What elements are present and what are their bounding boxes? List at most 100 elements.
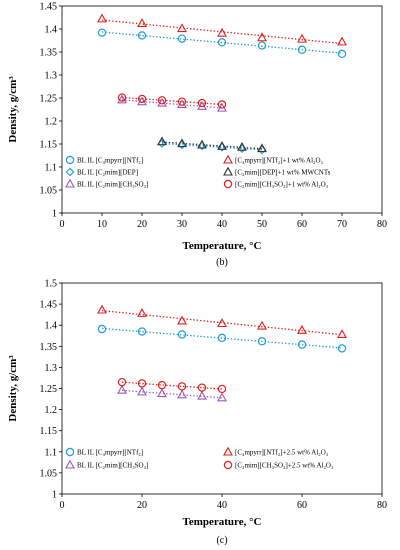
y-tick-label: 1.2 — [45, 117, 58, 128]
y-tick-label: 1.45 — [40, 2, 58, 13]
data-point — [217, 38, 227, 47]
legend-label: [C₂mim][DEP]+1 wt% MWCNTs — [235, 169, 331, 177]
data-point — [197, 139, 207, 149]
data-point — [297, 324, 307, 334]
legend-label: [C₄mpyrr][NTf₂]+1 wt% Al₂O₃ — [235, 157, 324, 165]
data-point — [337, 329, 347, 339]
data-point — [237, 141, 247, 151]
y-tick-label: 1.45 — [40, 300, 58, 311]
x-axis-title: Temperature, °C — [183, 516, 262, 528]
data-point — [97, 324, 107, 334]
data-point — [217, 318, 227, 328]
legend-entry: [C₄mpyrr][NTf₂]+2.5 wt% Al₂O₃ — [223, 446, 329, 457]
data-point — [257, 320, 267, 330]
x-tick-label: 70 — [337, 219, 347, 230]
data-point — [257, 337, 267, 346]
panel-label: (c) — [216, 535, 227, 546]
data-point — [337, 36, 347, 46]
legend-marker — [223, 460, 233, 470]
x-tick-label: 0 — [60, 219, 65, 230]
chart-panel: 0 20 40 60 80 1 1.05 1.1 1.15 1.2 1.25 1.3 1.35 1.4 1.… — [7, 279, 387, 547]
y-tick-label: 1 — [52, 490, 57, 501]
y-tick-label: 1.1 — [45, 163, 58, 174]
legend-label: BL IL [C₂mim][CH₃SO₃] — [77, 181, 148, 189]
panel-label: (b) — [216, 257, 228, 268]
legend-marker — [65, 155, 75, 165]
data-series — [117, 384, 227, 402]
legend-entry: [C₂mim][CH₃SO₃]+2.5 wt% Al₂O₃ — [223, 460, 334, 470]
data-point — [137, 96, 147, 106]
x-tick-label: 0 — [60, 500, 65, 511]
legend-label: BL IL [C₄mpyrr][NTf₂] — [77, 449, 143, 457]
data-point — [217, 333, 227, 343]
data-series — [117, 93, 227, 109]
legend-marker — [223, 446, 233, 456]
legend-label: [C₂mim][CH₃SO₃]+2.5 wt% Al₂O₃ — [235, 462, 334, 470]
data-point — [97, 28, 107, 37]
data-point — [297, 33, 307, 43]
y-axis-title: Density, g/cm³ — [7, 355, 19, 422]
data-series — [97, 13, 347, 46]
data-point — [117, 93, 127, 102]
x-tick-label: 80 — [377, 219, 387, 230]
legend-label: BL IL [C₂mim][CH₃SO₃] — [77, 462, 148, 470]
data-point — [217, 384, 227, 394]
data-point — [137, 31, 147, 40]
data-point — [177, 382, 187, 391]
legend-entry: BL IL [C₄mpyrr][NTf₂] — [65, 447, 143, 457]
data-point — [217, 392, 227, 402]
legend-label: [C₂mim][CH₃SO₃]+1 wt% Al₂O₃ — [235, 181, 329, 189]
data-point — [297, 340, 307, 349]
data-point — [177, 315, 187, 325]
data-point — [137, 386, 147, 396]
data-point — [337, 344, 347, 353]
data-point — [157, 136, 167, 146]
y-tick-label: 1.2 — [45, 405, 58, 416]
data-point — [117, 384, 127, 394]
data-point — [177, 138, 187, 148]
legend-entry: BL IL [C₂mim][CH₃SO₃] — [65, 178, 148, 189]
x-tick-label: 20 — [137, 219, 147, 230]
data-series — [117, 377, 227, 394]
data-point — [197, 98, 207, 108]
legend-label: BL IL [C₄mpyrr][NTf₂] — [77, 157, 143, 165]
legend-entry: BL IL [C₂mim][CH₃SO₃] — [65, 459, 148, 470]
legend-label: BL IL [C₂mim][DEP] — [77, 169, 138, 177]
y-tick-label: 1.05 — [40, 468, 58, 479]
data-point — [297, 45, 307, 54]
y-tick-label: 1.3 — [45, 363, 58, 374]
y-tick-label: 1.25 — [40, 384, 58, 395]
data-point — [157, 97, 167, 107]
data-point — [157, 96, 167, 105]
data-point — [97, 304, 107, 314]
legend-entry: [C₂mim][CH₃SO₃]+1 wt% Al₂O₃ — [223, 179, 329, 189]
legend-marker — [223, 166, 233, 176]
y-tick-label: 1.35 — [40, 342, 58, 353]
data-point — [177, 99, 187, 108]
x-tick-label: 60 — [297, 219, 307, 230]
data-series — [157, 136, 267, 153]
trendline — [101, 31, 343, 54]
data-point — [137, 308, 147, 317]
y-tick-label: 1.15 — [40, 426, 58, 437]
legend-marker — [65, 167, 75, 177]
y-tick-label: 1 — [52, 209, 57, 220]
legend-marker — [65, 459, 75, 469]
data-point — [97, 13, 107, 23]
y-tick-label: 1.05 — [40, 186, 58, 197]
data-point — [337, 49, 347, 59]
data-point — [117, 377, 127, 387]
x-tick-label: 50 — [257, 219, 267, 230]
trendline — [101, 19, 343, 45]
legend-marker — [65, 447, 75, 457]
data-point — [157, 388, 167, 398]
legend-entry: BL IL [C₂mim][DEP] — [65, 167, 138, 177]
data-point — [177, 97, 187, 106]
data-point — [177, 330, 187, 339]
legend-label: [C₄mpyrr][NTf₂]+2.5 wt% Al₂O₃ — [235, 449, 329, 457]
data-point — [137, 18, 147, 28]
y-tick-label: 1.1 — [45, 447, 58, 458]
x-tick-label: 40 — [217, 500, 227, 511]
data-series — [97, 304, 347, 339]
